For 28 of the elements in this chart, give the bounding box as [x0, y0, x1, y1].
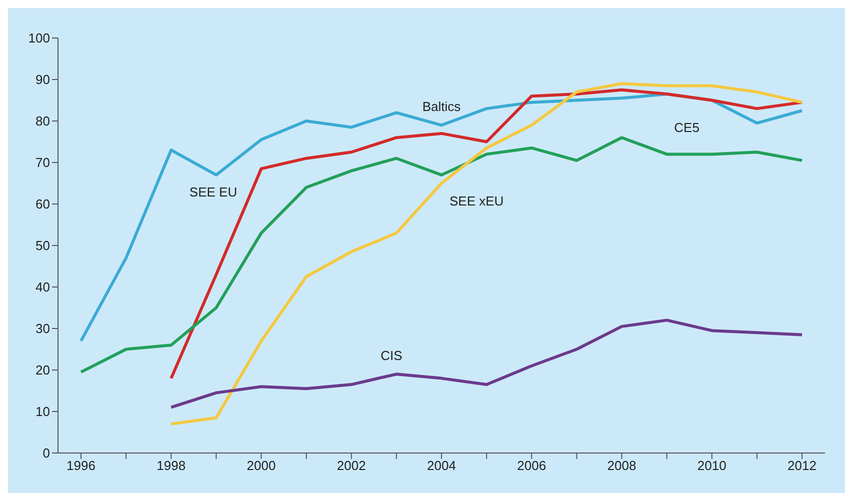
x-tick-label: 2000	[246, 458, 276, 474]
series-label: CE5	[674, 120, 700, 136]
y-tick-label: 10	[36, 404, 50, 420]
x-tick-label: 1998	[156, 458, 186, 474]
y-tick-label: 20	[36, 362, 50, 378]
x-tick-label: 2008	[607, 458, 636, 474]
y-tick-label: 80	[36, 114, 50, 129]
series-label: SEE xEU	[450, 193, 504, 208]
y-tick-label: 30	[36, 321, 50, 336]
y-tick-label: 0	[42, 446, 50, 461]
series-label: SEE EU	[189, 184, 238, 200]
x-tick-label: 2002	[336, 458, 366, 474]
line-series	[80, 92, 804, 342]
y-tick-label: 90	[36, 72, 50, 88]
y-tick-label: 100	[28, 30, 50, 46]
series-label: CIS	[380, 348, 403, 364]
x-tick-label: 2010	[697, 458, 726, 474]
y-tick-label: 60	[36, 196, 50, 212]
x-tick-label: 2012	[788, 458, 816, 474]
y-tick-label: 40	[36, 280, 50, 295]
y-tick-label: 50	[36, 238, 50, 254]
y-tick-label: 70	[36, 155, 50, 170]
x-tick-label: 1996	[66, 458, 96, 474]
line-series	[170, 318, 804, 409]
line-series	[80, 136, 804, 374]
series-label: Baltics	[422, 99, 462, 114]
x-tick-label: 2006	[517, 458, 546, 474]
x-tick-label: 2004	[427, 458, 456, 474]
